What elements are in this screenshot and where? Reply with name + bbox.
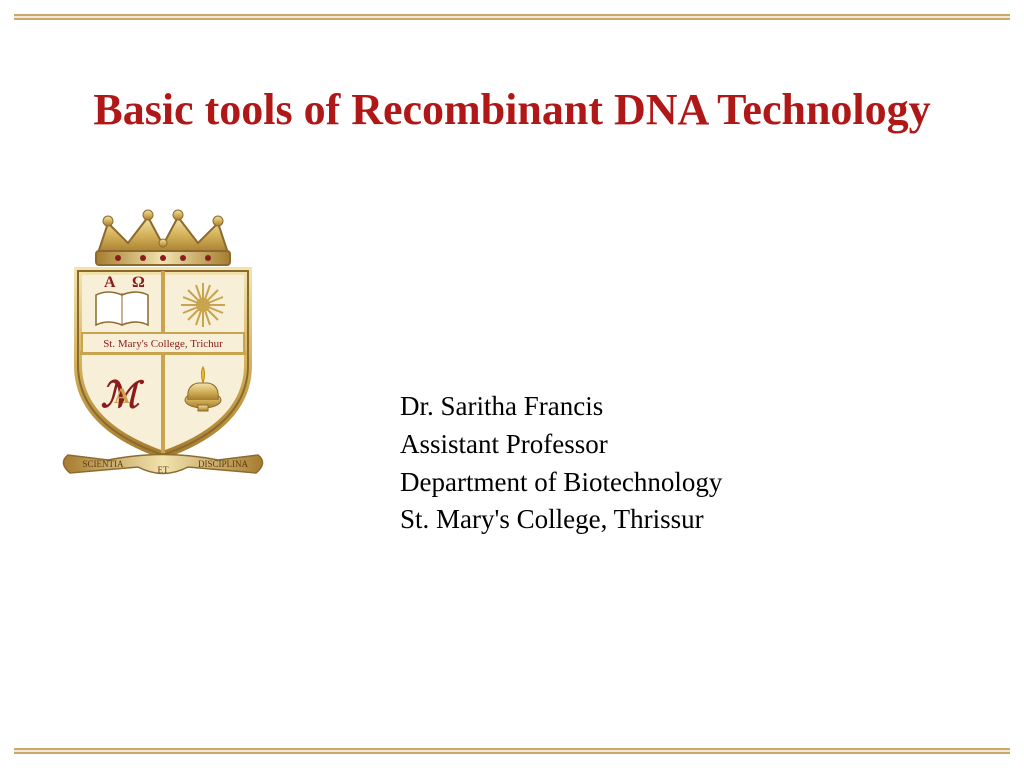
svg-text:St. Mary's College, Trichur: St. Mary's College, Trichur [103, 338, 223, 350]
author-department: Department of Biotechnology [400, 464, 722, 502]
author-institution: St. Mary's College, Thrissur [400, 501, 722, 539]
top-border [14, 14, 1010, 20]
svg-text:ET: ET [158, 465, 169, 475]
motto-ribbon: SCIENTIA ET DISCIPLINA [63, 455, 262, 476]
svg-text:Α: Α [104, 274, 116, 291]
author-info: Dr. Saritha Francis Assistant Professor … [400, 388, 722, 539]
svg-text:DISCIPLINA: DISCIPLINA [198, 459, 249, 469]
college-crest: Α Ω ℳ A St. Mary's [48, 205, 278, 485]
svg-text:A: A [114, 383, 130, 408]
slide-title: Basic tools of Recombinant DNA Technolog… [0, 82, 1024, 137]
monogram-icon: ℳ A [101, 375, 145, 415]
author-role: Assistant Professor [400, 426, 722, 464]
author-name: Dr. Saritha Francis [400, 388, 722, 426]
crown-icon [96, 210, 230, 265]
bottom-border [14, 748, 1010, 754]
svg-text:SCIENTIA: SCIENTIA [83, 459, 124, 469]
college-banner: St. Mary's College, Trichur [82, 333, 244, 353]
svg-text:Ω: Ω [132, 274, 145, 291]
